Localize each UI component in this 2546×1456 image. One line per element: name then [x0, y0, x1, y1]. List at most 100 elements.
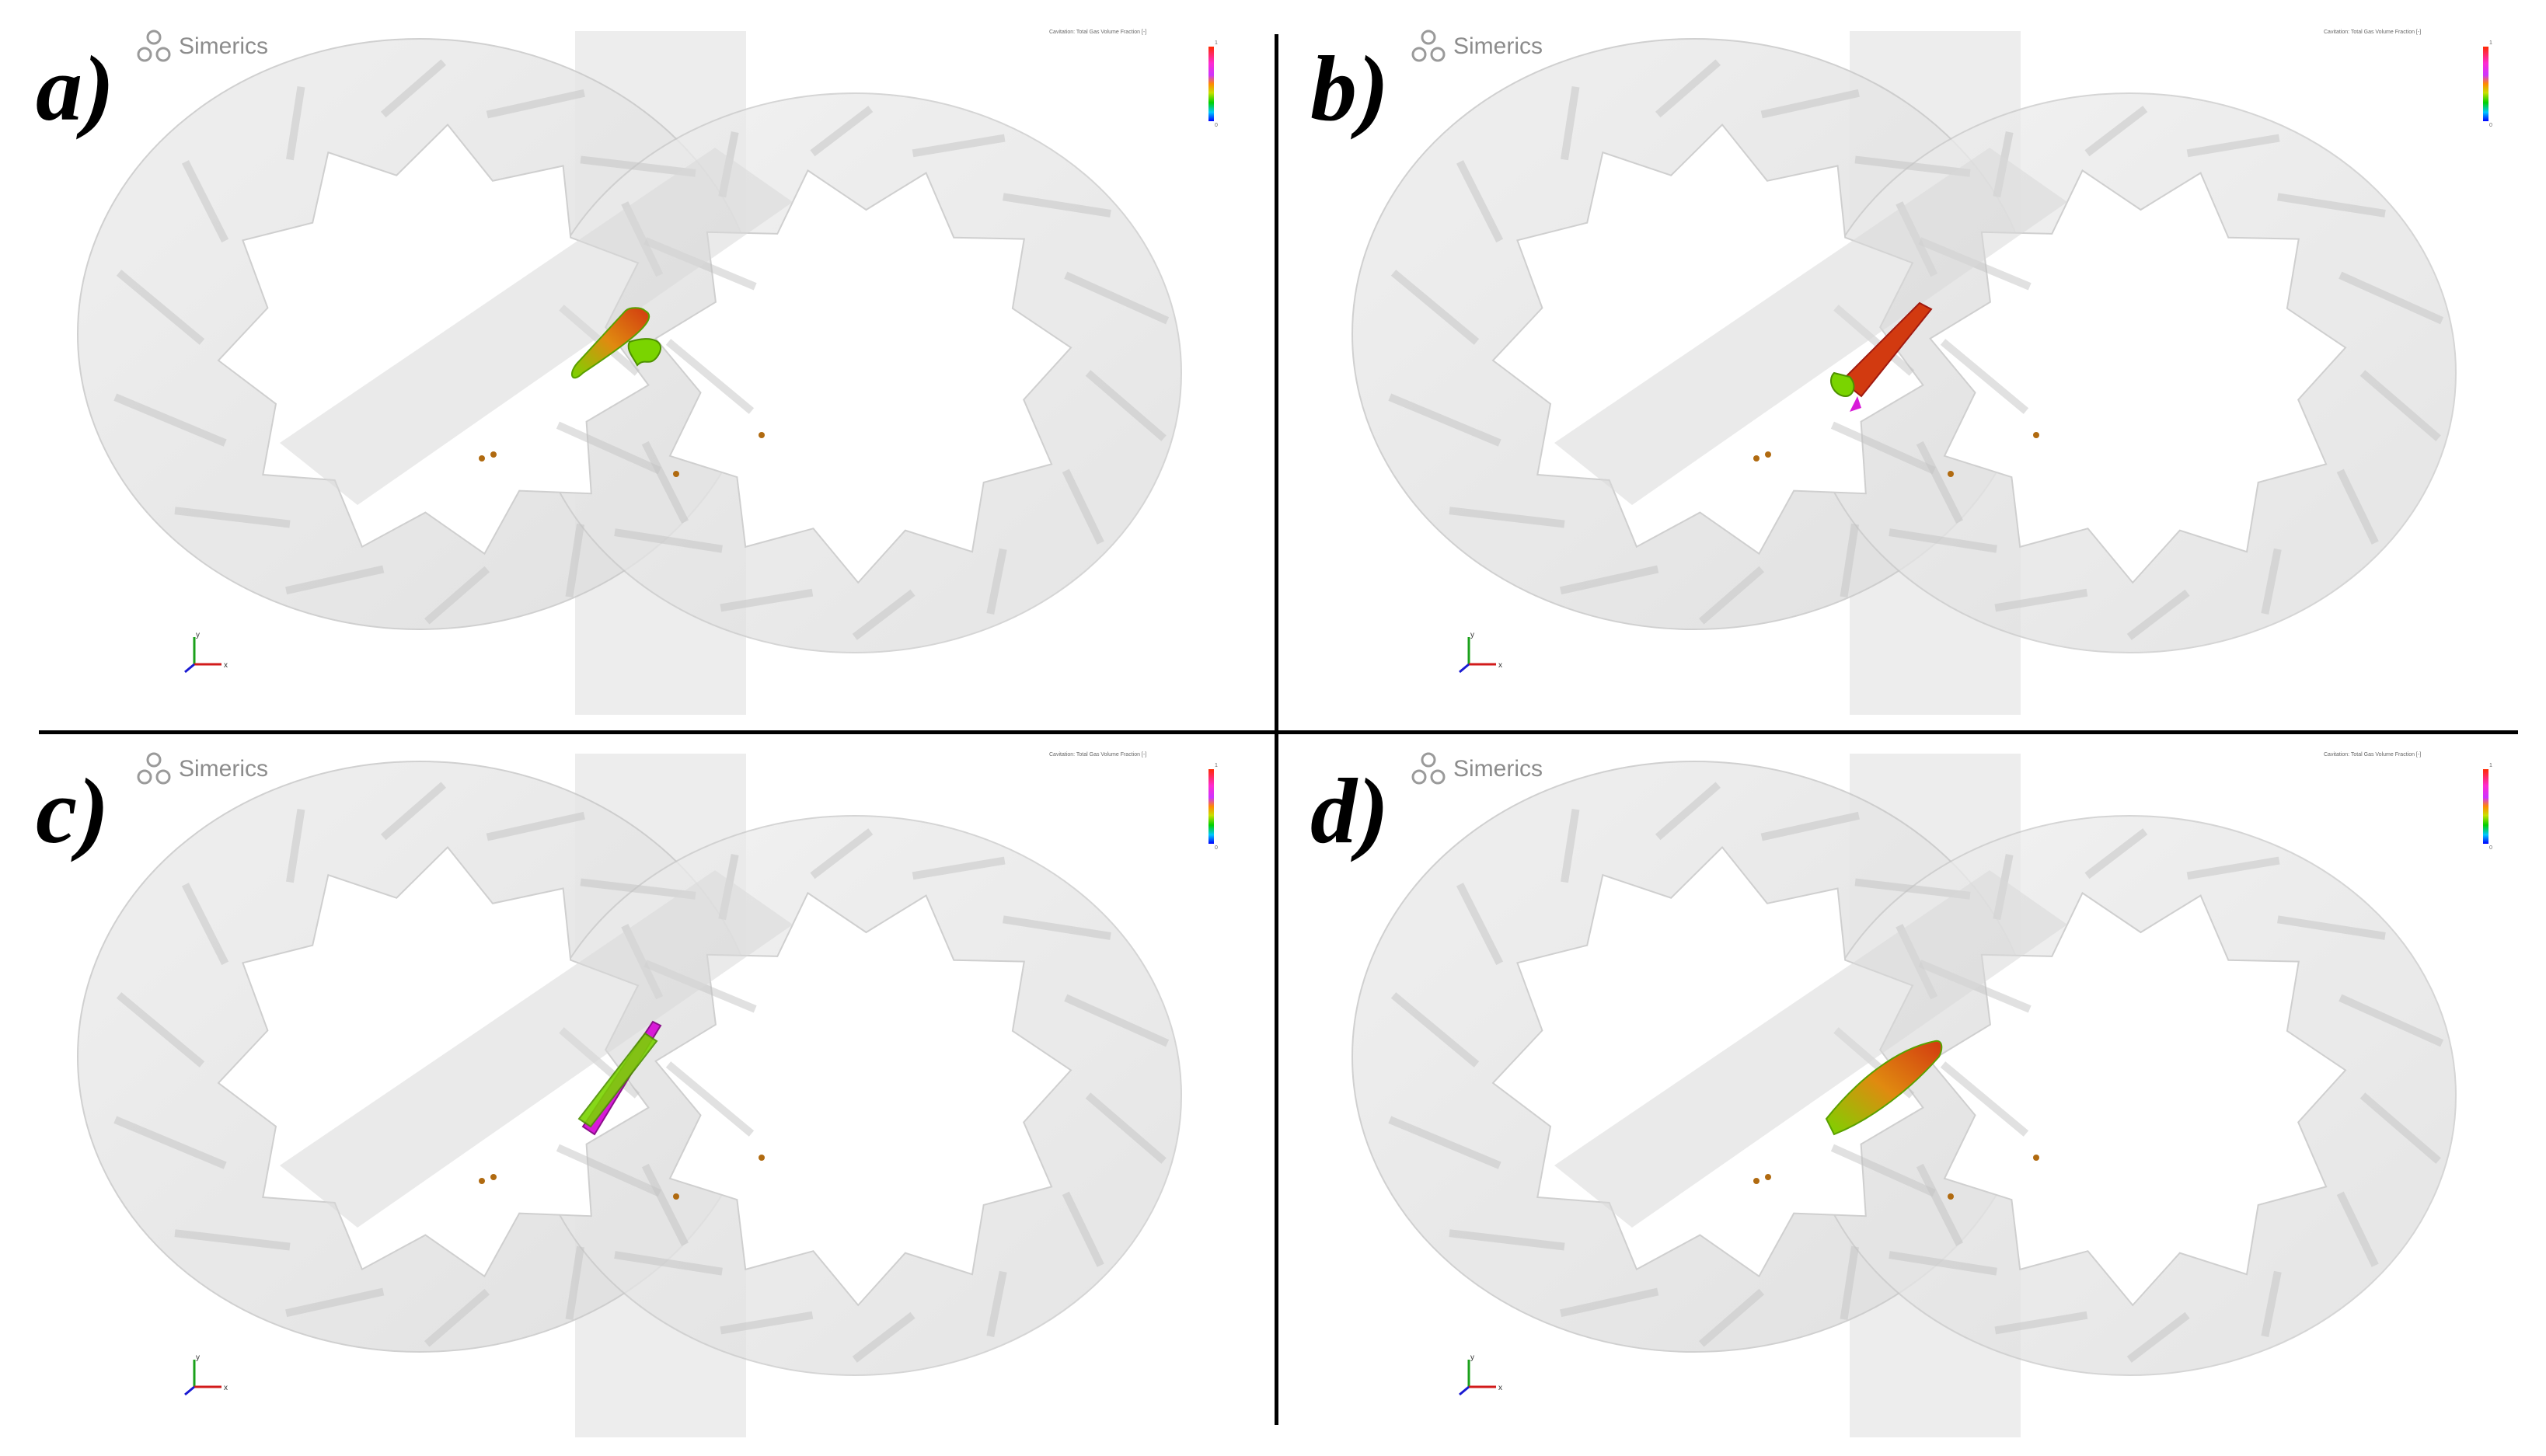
right-gear-bore [654, 891, 1072, 1307]
axis-x-label: x [224, 1384, 228, 1392]
cavitation-isosurface [1830, 371, 1855, 398]
gear-tooth-streak [1064, 271, 1170, 325]
cavitation-isosurface [571, 307, 650, 379]
gear-tooth-streak [2126, 589, 2190, 640]
legend-min-label: 0 [1215, 845, 1218, 851]
legend-max-label: 1 [1215, 763, 1218, 768]
gear-tooth-streak [580, 155, 696, 177]
gear-tooth-streak [2277, 193, 2386, 218]
gear-tooth-streak [2084, 828, 2148, 880]
gear-tooth-streak [1854, 155, 1971, 177]
gear-tooth-streak [2126, 1311, 2190, 1363]
gear-tooth-streak [2277, 915, 2386, 940]
gear-tooth-streak [2338, 271, 2444, 325]
gear-tooth-streak [1062, 468, 1104, 545]
cavitation-isosurfaces [479, 1020, 765, 1200]
brand-name: Simerics [1453, 756, 1543, 782]
simerics-logo-icon [1411, 752, 1446, 785]
gear-tooth-streak [1916, 1163, 1964, 1246]
cavitation-speck [759, 432, 765, 438]
gear-tooth-streak [2186, 134, 2280, 158]
panel-divider-vertical [1275, 34, 1278, 1425]
gear-tooth-streak [486, 89, 585, 119]
gear-tooth-streak [912, 856, 1006, 880]
gear-tooth-streak [1003, 915, 1111, 940]
gear-tooth-streak [810, 106, 874, 157]
gear-tooth-streak [380, 782, 447, 841]
gear-tooth-streak [565, 523, 584, 598]
gear-tooth-streak [1449, 1229, 1565, 1251]
brand-name: Simerics [1453, 33, 1543, 59]
gear-tooth-streak [1840, 523, 1859, 598]
color-legend: Cavitation: Total Gas Volume Fraction [-… [1049, 752, 1220, 851]
legend-title: Cavitation: Total Gas Volume Fraction [-… [2324, 752, 2422, 758]
cavitation-speck [759, 1155, 765, 1161]
gear-tooth-streak [2084, 106, 2148, 157]
legend-min-label: 0 [2489, 123, 2492, 128]
gear-tooth-streak [174, 1229, 291, 1251]
legend-min-label: 0 [1215, 123, 1218, 128]
gear-tooth-streak [614, 528, 723, 553]
gear-tooth-streak [181, 883, 229, 966]
legend-title: Cavitation: Total Gas Volume Fraction [-… [2324, 30, 2422, 35]
gear-tooth-streak [116, 992, 205, 1068]
legend-max-label: 1 [1215, 40, 1218, 46]
cavitation-speck [479, 1178, 485, 1184]
cavitation-isosurfaces [1753, 301, 2039, 477]
gear-tooth-streak [2261, 1270, 2282, 1337]
cavitation-speck [673, 471, 679, 477]
cavitation-speck [1765, 1174, 1771, 1180]
legend-max-label: 1 [2489, 40, 2492, 46]
simerics-logo-icon [137, 752, 171, 785]
simerics-logo-icon [1411, 30, 1446, 62]
gear-tooth-streak [181, 160, 229, 243]
cavitation-speck [1948, 471, 1954, 477]
mesh-band [280, 870, 793, 1228]
gear-tooth-streak [1003, 193, 1111, 218]
gear-tooth-streak [1449, 507, 1565, 528]
gear-tooth-streak [556, 421, 661, 475]
gear-tooth-streak [986, 1270, 1007, 1337]
cavitation-isosurface [1850, 396, 1861, 412]
gear-pump-scene [77, 31, 1182, 715]
axis-triad-icon: y x [184, 1353, 228, 1396]
gear-tooth-streak [1940, 1061, 2029, 1137]
gear-tooth-streak [1840, 1245, 1859, 1321]
axis-y-label: y [196, 1353, 200, 1362]
axis-x-label: x [1498, 661, 1502, 670]
mesh-band [1554, 148, 2067, 505]
gear-tooth-streak [810, 828, 874, 880]
gear-tooth-streak [665, 1061, 755, 1137]
mesh-band [1554, 870, 2067, 1228]
gear-tooth-streak [986, 548, 1007, 615]
gear-tooth-streak [424, 1288, 490, 1347]
gear-tooth-streak [1889, 528, 1997, 553]
color-legend: Cavitation: Total Gas Volume Fraction [-… [2324, 30, 2495, 128]
gear-tooth-streak [641, 1163, 689, 1246]
gear-tooth-streak [1889, 1251, 1997, 1276]
panel-label: b) [1310, 37, 1390, 140]
gear-tooth-streak [556, 1144, 661, 1197]
gear-tooth-streak [1388, 1116, 1501, 1169]
color-legend: Cavitation: Total Gas Volume Fraction [-… [2324, 752, 2495, 851]
gear-tooth-streak [285, 1287, 385, 1318]
gear-tooth-streak [1994, 1311, 2088, 1335]
cavitation-isosurface [1840, 301, 1933, 398]
gear-tooth-streak [1698, 566, 1765, 625]
gear-tooth-streak [286, 85, 305, 161]
gear-tooth-streak [1830, 1144, 1936, 1197]
gear-tooth-streak [1388, 393, 1501, 447]
gear-tooth-streak [1560, 1287, 1659, 1318]
legend-max-label: 1 [2489, 763, 2492, 768]
gear-tooth-streak [720, 1311, 814, 1335]
legend-title: Cavitation: Total Gas Volume Fraction [-… [1049, 752, 1147, 758]
cavitation-speck [1753, 455, 1760, 462]
axis-triad-icon: y x [1459, 1353, 1502, 1396]
panel-label: c) [36, 759, 110, 862]
axis-y-label: y [1470, 631, 1474, 639]
axis-y-label: y [196, 631, 200, 639]
gear-tooth-streak [1760, 811, 1860, 841]
gear-tooth-streak [174, 507, 291, 528]
gear-tooth-streak [641, 441, 689, 524]
gear-pump-scene [77, 754, 1182, 1437]
